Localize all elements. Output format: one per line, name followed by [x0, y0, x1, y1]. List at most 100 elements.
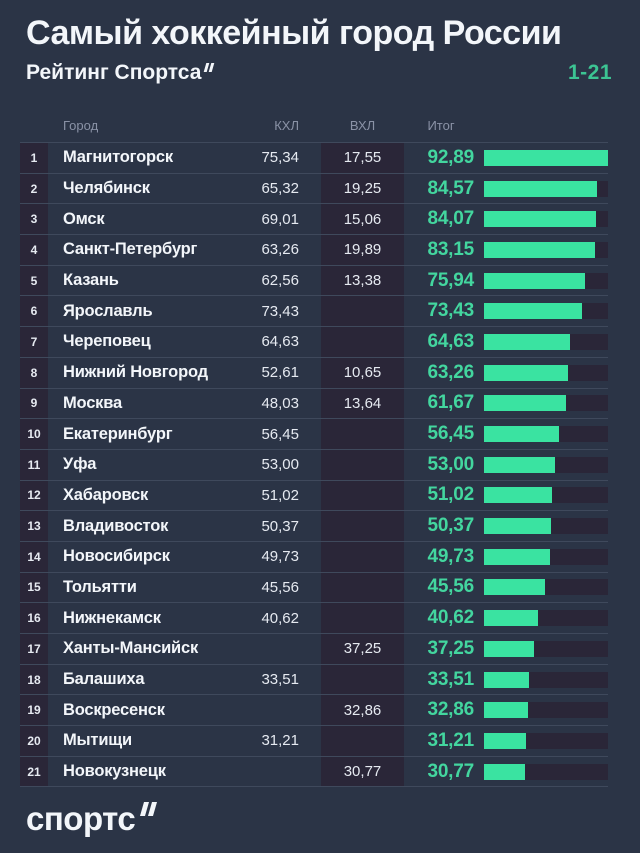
table-row: 14 Новосибирск 49,73 49,73 [20, 541, 608, 573]
khl-score: 31,21 [261, 732, 299, 750]
city-name: Владивосток [63, 516, 169, 535]
column-header-city: Город [63, 118, 99, 133]
table-row: 10 Екатеринбург 56,45 56,45 [20, 419, 608, 450]
city-name: Санкт-Петербург [63, 240, 198, 259]
table-row: 20 Мытищи 31,21 31,21 [20, 726, 608, 757]
khl-score: 52,61 [261, 364, 299, 382]
vhl-score [321, 511, 404, 541]
brand-logo: спортс [26, 800, 158, 837]
score-bar-track [484, 518, 608, 535]
total-score: 84,07 [427, 208, 474, 230]
khl-score: 53,00 [261, 456, 299, 474]
table-row: 7 Череповец 64,63 64,63 [20, 327, 608, 358]
spacer-cell [303, 695, 321, 725]
table-row: 6 Ярославль 73,43 73,43 [20, 296, 608, 328]
score-bar-fill [484, 395, 567, 412]
rank-cell: 19 [20, 695, 48, 726]
page-footer: спортс [0, 787, 640, 838]
khl-score: 73,43 [261, 302, 299, 320]
score-bar-track [484, 702, 608, 719]
column-header-vhl: ВХЛ [349, 118, 376, 133]
score-bar-cell [478, 143, 608, 173]
spacer-cell [303, 204, 321, 234]
table-row: 12 Хабаровск 51,02 51,02 [20, 480, 608, 512]
rank-cell: 17 [20, 634, 48, 664]
score-bar-fill [484, 763, 526, 780]
score-bar-fill [484, 149, 608, 166]
vhl-score: 15,06 [321, 204, 404, 235]
spacer-cell [303, 726, 321, 756]
total-score: 31,21 [427, 729, 474, 751]
spacer-cell [303, 481, 321, 511]
table-body: 1 Магнитогорск 75,34 17,55 92,89 2 Челябинск 65… [20, 143, 608, 788]
vhl-score: 37,25 [321, 634, 404, 664]
score-bar-track [484, 149, 608, 166]
table-row: 11 Уфа 53,00 53,00 [20, 449, 608, 481]
spacer-cell [303, 358, 321, 388]
total-score: 33,51 [427, 668, 474, 690]
khl-score [229, 695, 303, 725]
rank-cell: 14 [20, 541, 48, 572]
spacer-cell [303, 450, 321, 480]
score-bar-fill [484, 640, 534, 657]
score-bar-track [484, 333, 608, 350]
rank-cell: 21 [20, 756, 48, 787]
vhl-score [321, 726, 404, 756]
city-name: Балашиха [63, 670, 145, 689]
total-score: 30,77 [427, 760, 474, 782]
rank-cell: 8 [20, 357, 48, 388]
city-name: Уфа [63, 455, 97, 474]
vhl-score [321, 572, 404, 603]
spacer-cell [303, 419, 321, 449]
vhl-score: 10,65 [321, 357, 404, 388]
table-row: 17 Ханты-Мансийск 37,25 37,25 [20, 634, 608, 665]
table-row: 4 Санкт-Петербург 63,26 19,89 83,15 [20, 235, 608, 266]
score-bar-track [484, 671, 608, 688]
khl-score: 49,73 [261, 548, 299, 566]
rank-cell: 2 [20, 173, 48, 204]
city-name: Ярославль [63, 301, 153, 320]
rank-cell: 18 [20, 664, 48, 695]
rank-cell: 15 [20, 572, 48, 603]
table-row: 5 Казань 62,56 13,38 75,94 [20, 265, 608, 297]
khl-score: 62,56 [261, 272, 299, 290]
score-bar-track [484, 395, 608, 412]
spacer-cell [303, 573, 321, 603]
total-score: 32,86 [427, 699, 474, 721]
score-bar-fill [484, 272, 586, 289]
score-bar-cell [478, 296, 608, 326]
total-score: 50,37 [427, 515, 474, 537]
city-name: Казань [63, 271, 119, 290]
khl-score: 69,01 [261, 210, 299, 228]
city-name: Нижний Новгород [63, 363, 208, 382]
table-row: 16 Нижнекамск 40,62 40,62 [20, 603, 608, 634]
khl-score: 33,51 [261, 671, 299, 689]
score-bar-fill [484, 180, 597, 197]
score-bar-cell [478, 450, 608, 480]
table-row: 2 Челябинск 65,32 19,25 84,57 [20, 173, 608, 205]
vhl-score [321, 296, 404, 327]
score-bar-cell [478, 634, 608, 664]
table-row: 18 Балашиха 33,51 33,51 [20, 664, 608, 696]
score-bar-track [484, 610, 608, 627]
khl-score [229, 634, 303, 664]
spacer-cell [303, 174, 321, 204]
city-name: Череповец [63, 332, 151, 351]
rank-cell: 13 [20, 511, 48, 541]
spacer-cell [303, 296, 321, 326]
score-bar-fill [484, 579, 545, 596]
score-bar-cell [478, 726, 608, 756]
rank-cell: 3 [20, 204, 48, 235]
vhl-score: 19,89 [321, 235, 404, 265]
score-bar-fill [484, 456, 555, 473]
table-row: 1 Магнитогорск 75,34 17,55 92,89 [20, 143, 608, 174]
score-bar-cell [478, 358, 608, 388]
score-bar-cell [478, 511, 608, 541]
score-bar-cell [478, 695, 608, 725]
score-bar-fill [484, 548, 551, 565]
spacer-cell [303, 511, 321, 541]
city-name: Новосибирск [63, 547, 170, 566]
khl-score: 56,45 [261, 425, 299, 443]
score-bar-fill [484, 518, 552, 535]
total-score: 56,45 [427, 423, 474, 445]
